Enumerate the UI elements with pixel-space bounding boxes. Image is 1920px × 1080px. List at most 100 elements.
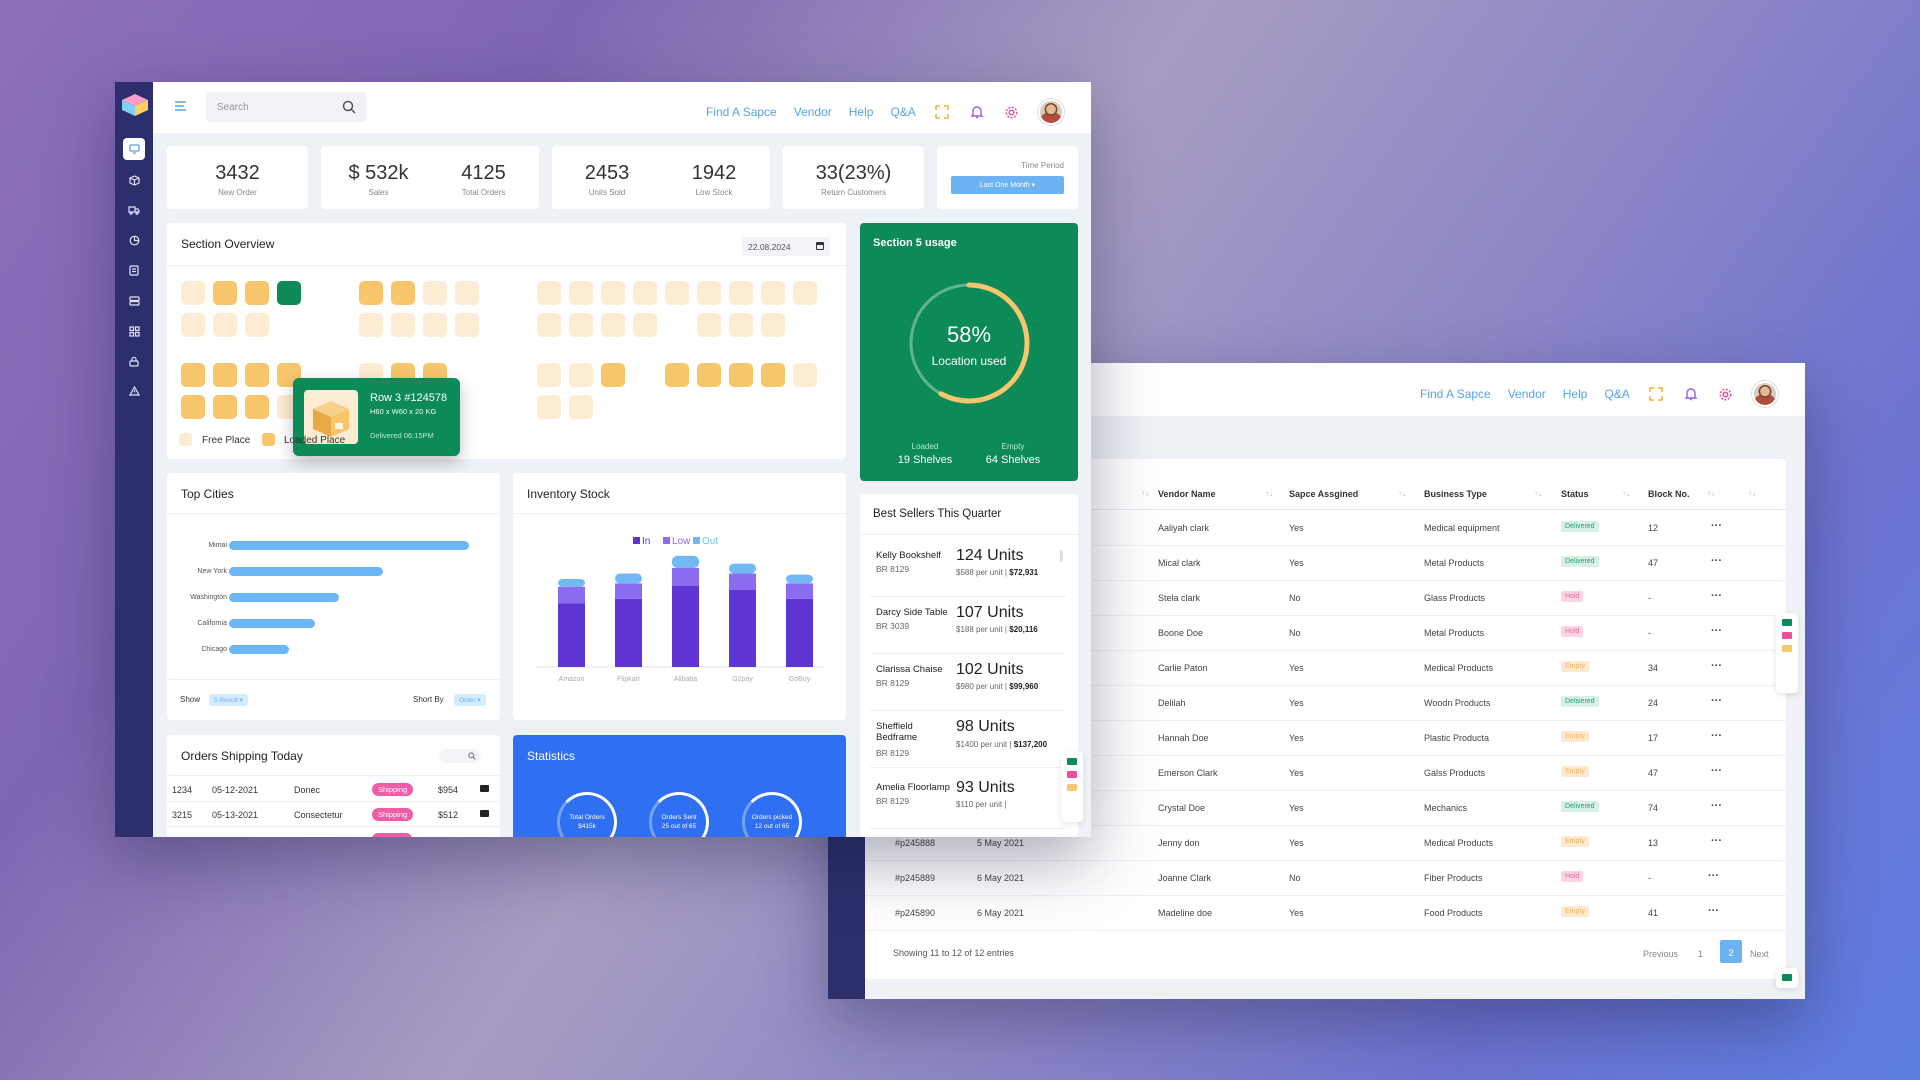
- search-input[interactable]: Search: [206, 92, 366, 122]
- free-slot[interactable]: [793, 281, 817, 305]
- free-slot[interactable]: [729, 281, 753, 305]
- nav-find-space[interactable]: Find A Sapce: [1420, 387, 1491, 401]
- header-vendor[interactable]: Vendor Name: [1158, 489, 1216, 499]
- free-slot[interactable]: [455, 313, 479, 337]
- bell-icon[interactable]: [968, 103, 986, 121]
- loaded-slot[interactable]: [761, 363, 785, 387]
- free-slot[interactable]: [697, 281, 721, 305]
- cash-icon[interactable]: [1782, 619, 1792, 626]
- header-space[interactable]: Sapce Assgined: [1289, 489, 1359, 499]
- sidebar-item-orders[interactable]: [123, 259, 145, 281]
- free-slot[interactable]: [537, 313, 561, 337]
- free-slot[interactable]: [633, 313, 657, 337]
- more-icon[interactable]: ···: [1711, 835, 1722, 847]
- more-icon[interactable]: ···: [1711, 555, 1722, 567]
- truck-icon[interactable]: [480, 810, 489, 817]
- nav-qa[interactable]: Q&A: [1604, 387, 1630, 401]
- seller-row[interactable]: Amelia Floorlamp BR 8129 93 Units $110 per …: [870, 775, 1066, 829]
- orders-search[interactable]: [439, 749, 481, 763]
- more-icon[interactable]: ···: [1711, 660, 1722, 672]
- folder-icon[interactable]: [1067, 784, 1077, 791]
- free-slot[interactable]: [213, 313, 237, 337]
- sidebar-item-dashboard[interactable]: [123, 138, 145, 160]
- more-icon[interactable]: ···: [1711, 765, 1722, 777]
- loaded-slot[interactable]: [697, 363, 721, 387]
- loaded-slot[interactable]: [245, 395, 269, 419]
- nav-help[interactable]: Help: [1562, 387, 1588, 401]
- free-slot[interactable]: [181, 281, 205, 305]
- sort-icon[interactable]: ↑↓: [1265, 489, 1273, 498]
- avatar[interactable]: [1751, 381, 1778, 407]
- free-slot[interactable]: [697, 313, 721, 337]
- cash-icon[interactable]: [1782, 974, 1792, 981]
- loaded-slot[interactable]: [729, 363, 753, 387]
- free-slot[interactable]: [569, 281, 593, 305]
- nav-qa[interactable]: Q&A: [890, 105, 916, 119]
- order-row[interactable]: 1234 05-12-2021 Donec Shipping $954: [167, 778, 500, 802]
- header-status[interactable]: Status: [1561, 489, 1589, 499]
- free-slot[interactable]: [729, 313, 753, 337]
- sort-icon[interactable]: ↑↓: [1398, 489, 1406, 498]
- sidebar-item-truck[interactable]: [123, 199, 145, 221]
- page-2-button[interactable]: 2: [1720, 940, 1742, 963]
- free-slot[interactable]: [423, 313, 447, 337]
- search-icon[interactable]: [468, 752, 476, 760]
- fullscreen-icon[interactable]: [933, 103, 951, 121]
- nav-help[interactable]: Help: [848, 105, 874, 119]
- sort-icon[interactable]: ↑↓: [1141, 489, 1149, 498]
- loaded-slot[interactable]: [359, 281, 383, 305]
- loaded-slot[interactable]: [601, 363, 625, 387]
- sidebar-item-lock[interactable]: [123, 350, 145, 372]
- sidebar-item-apps[interactable]: [123, 320, 145, 342]
- avatar[interactable]: [1037, 99, 1064, 125]
- free-slot[interactable]: [423, 281, 447, 305]
- free-slot[interactable]: [569, 363, 593, 387]
- free-slot[interactable]: [793, 363, 817, 387]
- nav-vendor[interactable]: Vendor: [1507, 387, 1546, 401]
- next-button[interactable]: Next: [1750, 949, 1769, 959]
- seller-row[interactable]: Clarissa Chaise BR 8129 102 Units $980 per …: [870, 657, 1066, 711]
- header-business[interactable]: Business Type: [1424, 489, 1487, 499]
- free-slot[interactable]: [601, 313, 625, 337]
- search-icon[interactable]: [342, 100, 356, 114]
- show-dropdown[interactable]: 5 Result ▾: [209, 694, 248, 706]
- calendar-icon[interactable]: [816, 242, 824, 250]
- loaded-slot[interactable]: [181, 363, 205, 387]
- free-slot[interactable]: [537, 395, 561, 419]
- sort-icon[interactable]: ↑↓: [1534, 489, 1542, 498]
- more-icon[interactable]: ···: [1708, 905, 1719, 917]
- free-slot[interactable]: [537, 281, 561, 305]
- date-picker[interactable]: 22.08.2024: [742, 237, 830, 256]
- nav-find-space[interactable]: Find A Sapce: [706, 105, 777, 119]
- sidebar-item-storage[interactable]: [123, 290, 145, 312]
- more-icon[interactable]: ···: [1711, 520, 1722, 532]
- scrollbar[interactable]: [1060, 550, 1063, 562]
- seller-row[interactable]: Sheffield Bedframe BR 8129 98 Units $1400 p…: [870, 714, 1066, 768]
- loaded-slot[interactable]: [391, 281, 415, 305]
- order-row[interactable]: [167, 828, 500, 837]
- prev-button[interactable]: Previous: [1643, 949, 1679, 959]
- menu-icon[interactable]: [174, 101, 187, 111]
- sidebar-item-reports[interactable]: [123, 229, 145, 251]
- free-slot[interactable]: [761, 281, 785, 305]
- sort-icon[interactable]: ↑↓: [1748, 489, 1756, 498]
- sort-icon[interactable]: ↑↓: [1707, 489, 1715, 498]
- cash-icon[interactable]: [1067, 758, 1077, 765]
- free-slot[interactable]: [181, 313, 205, 337]
- sort-icon[interactable]: ↑↓: [1622, 489, 1630, 498]
- time-period-dropdown[interactable]: Last One Month ▾: [951, 176, 1064, 194]
- loaded-slot[interactable]: [245, 281, 269, 305]
- page-1-button[interactable]: 1: [1698, 949, 1704, 959]
- free-slot[interactable]: [601, 281, 625, 305]
- free-slot[interactable]: [537, 363, 561, 387]
- gear-icon[interactable]: [1717, 385, 1735, 403]
- truck-icon[interactable]: [480, 785, 489, 792]
- sidebar-item-box[interactable]: [123, 169, 145, 191]
- fullscreen-icon[interactable]: [1647, 385, 1665, 403]
- seller-row[interactable]: Darcy Side Table BR 3039 107 Units $188 per…: [870, 600, 1066, 654]
- free-slot[interactable]: [761, 313, 785, 337]
- free-slot[interactable]: [245, 313, 269, 337]
- free-slot[interactable]: [391, 313, 415, 337]
- free-slot[interactable]: [569, 395, 593, 419]
- more-icon[interactable]: ···: [1711, 800, 1722, 812]
